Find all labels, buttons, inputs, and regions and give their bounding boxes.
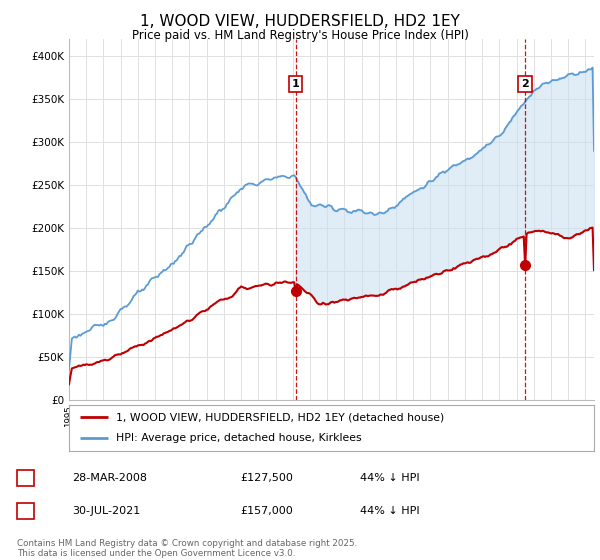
Text: Price paid vs. HM Land Registry's House Price Index (HPI): Price paid vs. HM Land Registry's House … xyxy=(131,29,469,42)
Text: HPI: Average price, detached house, Kirklees: HPI: Average price, detached house, Kirk… xyxy=(116,433,362,444)
Text: 30-JUL-2021: 30-JUL-2021 xyxy=(72,506,140,516)
Text: 1: 1 xyxy=(22,473,29,483)
Text: £157,000: £157,000 xyxy=(240,506,293,516)
Text: 1: 1 xyxy=(292,79,299,89)
Text: 2: 2 xyxy=(521,79,529,89)
Text: Contains HM Land Registry data © Crown copyright and database right 2025.
This d: Contains HM Land Registry data © Crown c… xyxy=(17,539,357,558)
Text: 44% ↓ HPI: 44% ↓ HPI xyxy=(360,473,419,483)
Text: 1, WOOD VIEW, HUDDERSFIELD, HD2 1EY: 1, WOOD VIEW, HUDDERSFIELD, HD2 1EY xyxy=(140,14,460,29)
Text: 2: 2 xyxy=(22,506,29,516)
Text: 44% ↓ HPI: 44% ↓ HPI xyxy=(360,506,419,516)
Text: £127,500: £127,500 xyxy=(240,473,293,483)
Text: 1, WOOD VIEW, HUDDERSFIELD, HD2 1EY (detached house): 1, WOOD VIEW, HUDDERSFIELD, HD2 1EY (det… xyxy=(116,412,445,422)
Text: 28-MAR-2008: 28-MAR-2008 xyxy=(72,473,147,483)
